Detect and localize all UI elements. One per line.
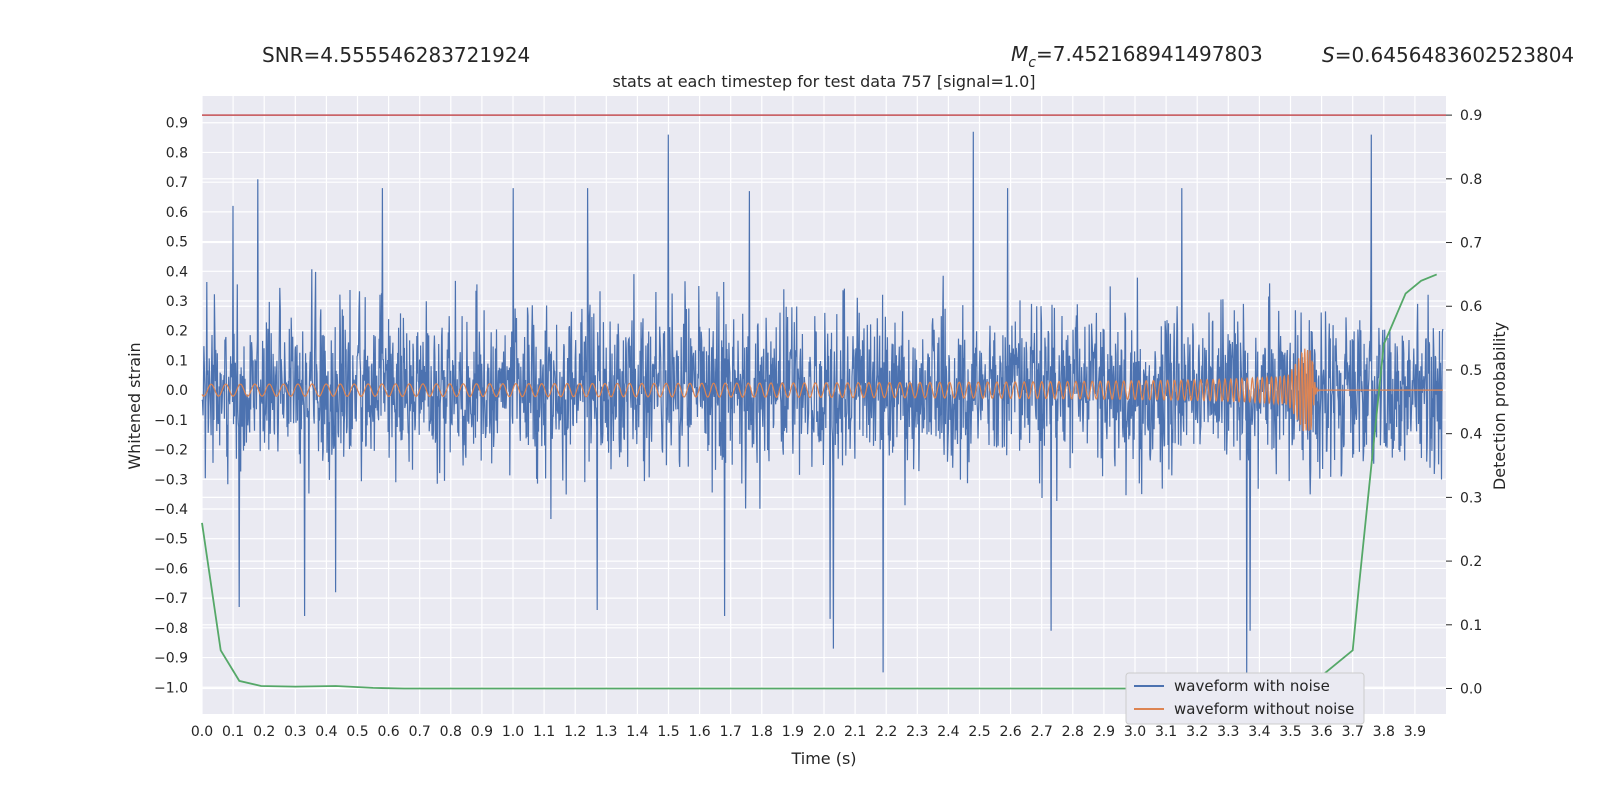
x-tick-label: 1.0 <box>502 724 524 740</box>
s-symbol: S <box>1322 43 1335 67</box>
y-tick-label-left: −0.4 <box>154 502 188 518</box>
chirp-mass-symbol: M <box>1011 42 1028 66</box>
y-tick-label-left: −0.8 <box>154 621 188 637</box>
x-tick-label: 2.8 <box>1062 724 1084 740</box>
y-tick-label-right: 0.3 <box>1460 490 1482 506</box>
x-tick-label: 1.7 <box>720 724 742 740</box>
x-tick-label: 3.7 <box>1342 724 1364 740</box>
x-tick-label: 0.3 <box>284 724 306 740</box>
y-tick-label-left: 0.1 <box>166 353 188 369</box>
y-tick-label-right: 0.1 <box>1460 618 1482 634</box>
x-tick-label: 3.3 <box>1217 724 1239 740</box>
chart-title: stats at each timestep for test data 757… <box>612 72 1035 91</box>
y-tick-label-left: 0.6 <box>166 205 188 221</box>
y-tick-label-right: 0.8 <box>1460 172 1482 188</box>
x-tick-label: 0.4 <box>315 724 337 740</box>
y-axis-right-label: Detection probability <box>1490 322 1509 490</box>
y-tick-label-right: 0.7 <box>1460 236 1482 252</box>
y-grid-left <box>202 122 1446 688</box>
y-axis-left-ticks: 0.9 0.8 0.7 0.6 0.5 0.4 0.3 0.2 0.1 0.0 −0.1 −0.2 −0… <box>154 116 188 697</box>
y-tick-label-right: 0.6 <box>1460 299 1482 315</box>
y-tick-label-left: −1.0 <box>154 680 188 696</box>
x-tick-label: 0.2 <box>253 724 275 740</box>
y-tick-label-left: 0.4 <box>166 264 188 280</box>
y-tick-label-left: −0.3 <box>154 472 188 488</box>
x-tick-label: 3.8 <box>1373 724 1395 740</box>
y-tick-label-left: −0.2 <box>154 443 188 459</box>
x-tick-label: 2.4 <box>937 724 959 740</box>
x-tick-label: 0.5 <box>346 724 368 740</box>
chirp-mass-subscript: c <box>1028 55 1036 71</box>
x-tick-label: 1.3 <box>595 724 617 740</box>
chirp-mass-value: =7.452168941497803 <box>1036 42 1263 66</box>
x-tick-label: 2.2 <box>875 724 897 740</box>
legend: waveform with noise waveform without noi… <box>1125 672 1365 725</box>
series-waveform-with-noise <box>201 131 1444 682</box>
x-tick-label: 3.5 <box>1279 724 1301 740</box>
x-axis-ticks: 0.0 0.1 0.2 0.3 0.4 0.5 0.6 0.7 0.8 0.9 1.0 1.1 1.2 1… <box>191 724 1426 740</box>
x-tick-label: 0.1 <box>222 724 244 740</box>
x-tick-label: 1.5 <box>657 724 679 740</box>
y-tick-label-left: −0.6 <box>154 561 188 577</box>
s-label: S=0.6456483602523804 <box>1322 43 1574 67</box>
x-tick-label: 1.9 <box>782 724 804 740</box>
x-tick-label: 3.0 <box>1124 724 1146 740</box>
y-axis-right-ticks: 0.9 0.8 0.7 0.6 0.5 0.4 0.3 0.2 0.1 0.0 <box>1446 108 1482 698</box>
y-tick-label-left: −0.9 <box>154 651 188 667</box>
x-tick-label: 1.2 <box>564 724 586 740</box>
legend-box <box>1125 672 1365 725</box>
y-axis-left-label: Whitened strain <box>125 342 144 469</box>
x-tick-label: 0.6 <box>377 724 399 740</box>
x-tick-label: 2.9 <box>1093 724 1115 740</box>
s-value: =0.6456483602523804 <box>1335 43 1574 67</box>
x-tick-label: 1.8 <box>751 724 773 740</box>
x-tick-label: 2.5 <box>968 724 990 740</box>
x-tick-label: 3.1 <box>1155 724 1177 740</box>
legend-label-noise: waveform with noise <box>1174 677 1330 695</box>
x-tick-label: 2.1 <box>844 724 866 740</box>
y-tick-label-right: 0.5 <box>1460 363 1482 379</box>
y-tick-label-right: 0.9 <box>1460 108 1482 124</box>
x-tick-label: 3.4 <box>1248 724 1270 740</box>
x-tick-label: 0.9 <box>471 724 493 740</box>
y-tick-label-right: 0.4 <box>1460 427 1482 443</box>
x-tick-label: 0.8 <box>440 724 462 740</box>
y-tick-label-left: 0.9 <box>166 116 188 132</box>
y-tick-label-left: −0.1 <box>154 413 188 429</box>
series-waveform-without-noise <box>201 348 1443 432</box>
x-tick-label: 0.7 <box>409 724 431 740</box>
y-tick-label-right: 0.0 <box>1460 682 1482 698</box>
x-tick-label: 3.6 <box>1310 724 1332 740</box>
x-tick-label: 0.0 <box>191 724 213 740</box>
x-tick-label: 3.9 <box>1404 724 1426 740</box>
y-tick-label-left: 0.8 <box>166 145 188 161</box>
y-tick-label-left: 0.5 <box>166 235 188 251</box>
legend-label-clean: waveform without noise <box>1174 700 1354 718</box>
x-tick-label: 2.3 <box>906 724 928 740</box>
x-tick-label: 2.0 <box>813 724 835 740</box>
y-tick-label-left: −0.7 <box>154 591 188 607</box>
x-tick-label: 2.6 <box>999 724 1021 740</box>
y-tick-label-left: −0.5 <box>154 532 188 548</box>
chirp-mass-label: Mc=7.452168941497803 <box>1011 42 1263 71</box>
y-tick-label-right: 0.2 <box>1460 554 1482 570</box>
x-tick-label: 3.2 <box>1186 724 1208 740</box>
x-tick-label: 1.1 <box>533 724 555 740</box>
x-tick-label: 2.7 <box>1031 724 1053 740</box>
y-tick-label-left: 0.2 <box>166 324 188 340</box>
x-tick-label: 1.4 <box>626 724 648 740</box>
y-tick-label-left: 0.3 <box>166 294 188 310</box>
x-axis-label: Time (s) <box>790 749 856 768</box>
y-tick-label-left: 0.7 <box>166 175 188 191</box>
y-tick-label-left: 0.0 <box>166 383 188 399</box>
x-tick-label: 1.6 <box>688 724 710 740</box>
snr-label: SNR=4.555546283721924 <box>262 43 530 67</box>
